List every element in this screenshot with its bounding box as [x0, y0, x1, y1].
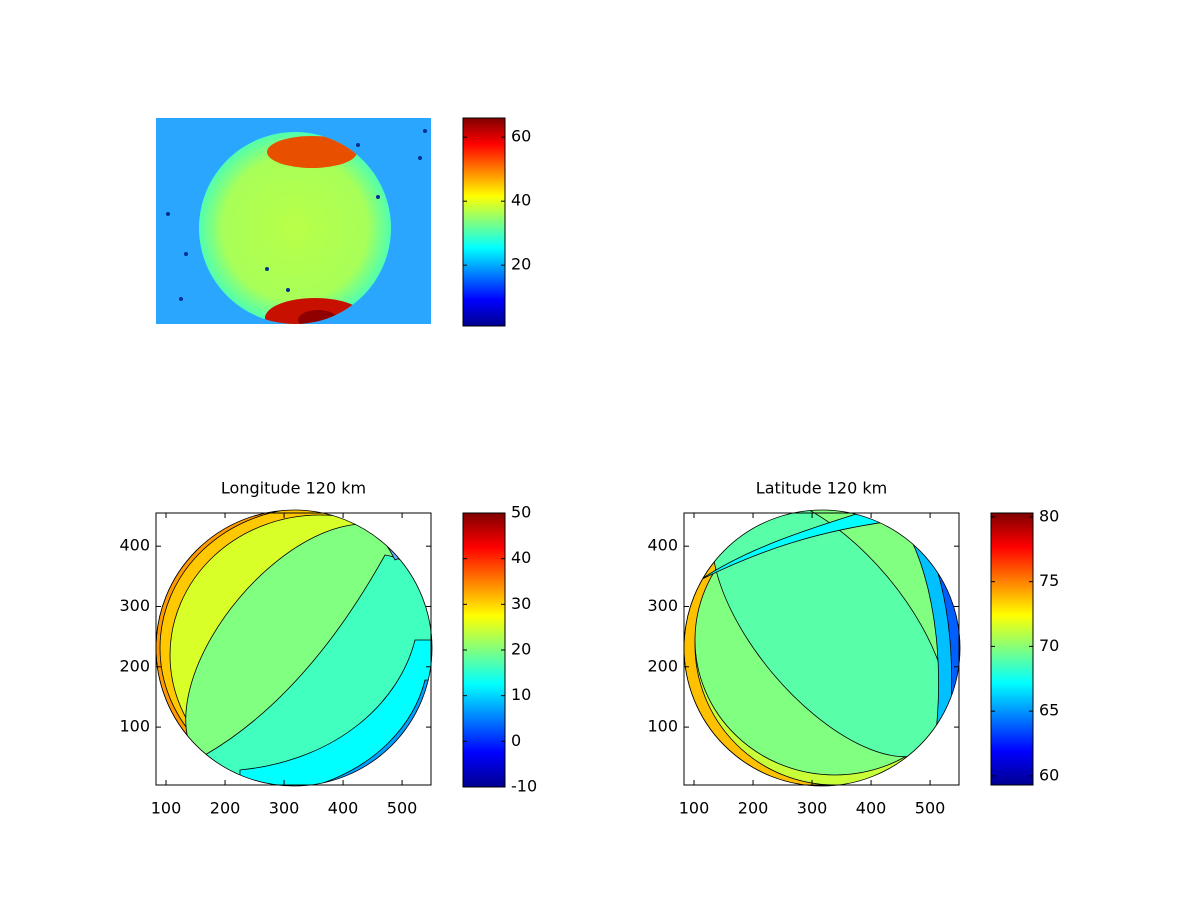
contour-fill [156, 510, 432, 786]
image-disk-features [265, 136, 365, 324]
colorbar-tick-label: 10 [511, 685, 531, 704]
x-tick-label: 100 [151, 799, 182, 818]
colorbar-tick-label: 20 [511, 255, 531, 274]
speckle [286, 288, 290, 292]
y-tick-label: 100 [647, 717, 678, 736]
x-tick-label: 300 [797, 799, 828, 818]
panel: 20 40 60 [156, 117, 531, 327]
y-tick-label: 400 [647, 536, 678, 555]
colorbar [991, 513, 1033, 785]
x-tick-label: 500 [915, 799, 946, 818]
y-tick-label: 200 [119, 656, 150, 675]
x-tick-label: 300 [269, 799, 300, 818]
speckle [376, 195, 380, 199]
y-tick-label: 200 [647, 656, 678, 675]
speckle [423, 129, 427, 133]
colorbar-tick-label: 40 [511, 191, 531, 210]
x-tick-label: 500 [387, 799, 418, 818]
hot-spot [267, 136, 357, 168]
y-tick-label: 300 [647, 596, 678, 615]
colorbar-tick-label: 50 [511, 503, 531, 522]
colorbar-tick-label: 80 [1039, 506, 1059, 525]
colorbar-tick-label: 60 [511, 127, 531, 146]
x-tick-label: 400 [328, 799, 359, 818]
colorbar [463, 118, 505, 326]
y-tick-label: 100 [119, 717, 150, 736]
speckle [184, 252, 188, 256]
colorbar-tick-label: 40 [511, 548, 531, 567]
colorbar-box [462, 117, 506, 327]
colorbar [463, 513, 505, 787]
speckle [265, 267, 269, 271]
colorbar-tick-label: 20 [511, 640, 531, 659]
hot-spot [298, 310, 338, 324]
colorbar-tick-label: 75 [1039, 571, 1059, 590]
colorbar-box [990, 512, 1034, 786]
speckle [356, 143, 360, 147]
speckle [179, 297, 183, 301]
colorbar-tick-label: 60 [1039, 765, 1059, 784]
axes-box [683, 512, 960, 786]
image-disk [199, 132, 391, 324]
axes-box [155, 512, 432, 786]
colorbar-tick-label: -10 [511, 777, 537, 796]
colorbar-tick-label: 70 [1039, 636, 1059, 655]
x-tick-label: 400 [856, 799, 887, 818]
speckle [418, 156, 422, 160]
y-tick-label: 400 [119, 536, 150, 555]
x-tick-label: 100 [679, 799, 710, 818]
x-tick-label: 200 [210, 799, 241, 818]
speckle [166, 212, 170, 216]
panel-title: Latitude 120 km [756, 479, 887, 498]
panel-title: Longitude 120 km [221, 479, 366, 498]
x-tick-label: 200 [738, 799, 769, 818]
colorbar-tick-label: 0 [511, 731, 521, 750]
y-tick-label: 300 [119, 596, 150, 615]
panel: 100 200 300 400 500 100 200 300 400 Latitude 120 … [647, 479, 1059, 818]
colorbar-tick-label: 30 [511, 594, 531, 613]
contour-fill [684, 510, 960, 786]
colorbar-tick-label: 65 [1039, 701, 1059, 720]
